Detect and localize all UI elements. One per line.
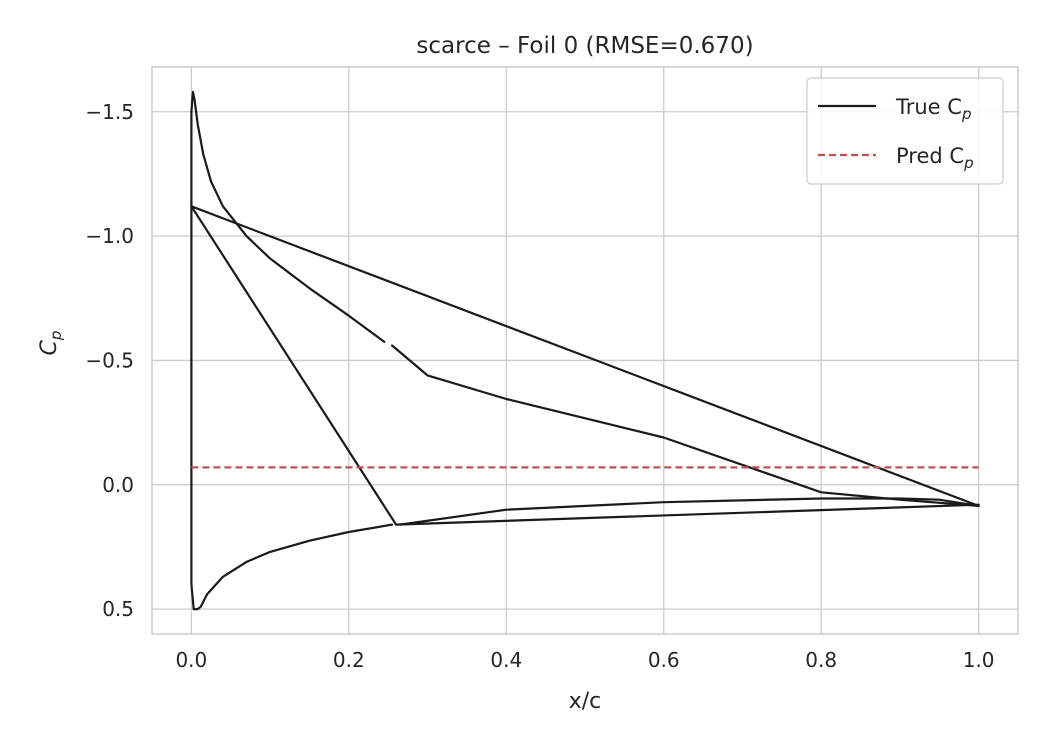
true-cp-line-segment: [395, 503, 980, 526]
x-tick-label: 1.0: [963, 648, 995, 672]
x-tick-label: 0.8: [805, 648, 837, 672]
true-cp-line-segment: [391, 344, 980, 507]
y-tick-label: 0.5: [102, 597, 134, 621]
legend: True Cp Pred Cp: [806, 77, 1004, 185]
y-tick-label: −0.5: [85, 348, 134, 372]
y-axis-label-sub: p: [47, 331, 65, 342]
series-true-cp: [190, 90, 980, 611]
y-axis-ticks: −1.5 −1.0 −0.5 0.0 0.5: [85, 100, 134, 621]
true-cp-line-segment: [190, 205, 398, 526]
true-cp-line-segment: [190, 359, 394, 611]
legend-label-pred-main: Pred C: [896, 144, 964, 168]
y-tick-label: −1.5: [85, 100, 134, 124]
x-tick-label: 0.0: [175, 648, 207, 672]
y-axis-label: Cp: [37, 331, 65, 356]
x-axis-label: x/c: [569, 689, 602, 714]
legend-label-pred: Pred Cp: [896, 144, 974, 172]
true-cp-line-segment: [190, 90, 386, 362]
plot-frame: [151, 66, 1019, 635]
legend-label-pred-sub: p: [963, 154, 974, 172]
x-axis-ticks: 0.0 0.2 0.4 0.6 0.8 1.0: [175, 648, 994, 672]
legend-label-true-sub: p: [961, 105, 972, 123]
x-tick-label: 0.2: [333, 648, 365, 672]
legend-label-true-main: True C: [895, 95, 962, 119]
true-cp-line-segment: [398, 497, 980, 526]
legend-box: [806, 77, 1004, 185]
y-axis-label-main: C: [37, 339, 62, 355]
grid: [152, 67, 1018, 634]
x-tick-label: 0.4: [490, 648, 522, 672]
chart-title: scarce – Foil 0 (RMSE=0.670): [416, 33, 753, 59]
series-layer: [190, 90, 980, 611]
true-cp-line-segment: [190, 205, 980, 507]
y-tick-label: 0.0: [102, 473, 134, 497]
legend-label-true: True Cp: [895, 95, 971, 123]
y-tick-label: −1.0: [85, 224, 134, 248]
x-tick-label: 0.6: [648, 648, 680, 672]
